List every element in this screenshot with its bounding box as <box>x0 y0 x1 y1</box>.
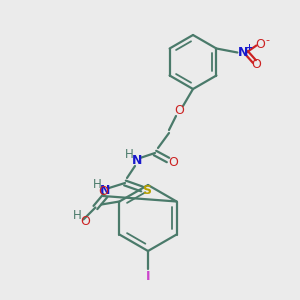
Text: N: N <box>100 184 110 197</box>
Text: O: O <box>255 38 265 51</box>
Text: O: O <box>80 215 90 228</box>
Text: N: N <box>238 46 249 59</box>
Text: +: + <box>245 43 252 52</box>
Text: S: S <box>142 184 152 197</box>
Text: H: H <box>124 148 134 160</box>
Text: O: O <box>168 157 178 169</box>
Text: O: O <box>251 58 261 71</box>
Text: O: O <box>98 185 108 198</box>
Text: I: I <box>146 271 150 284</box>
Text: H: H <box>93 178 101 190</box>
Text: N: N <box>132 154 142 167</box>
Text: O: O <box>174 104 184 118</box>
Text: -: - <box>266 35 269 46</box>
Text: H: H <box>73 209 82 222</box>
